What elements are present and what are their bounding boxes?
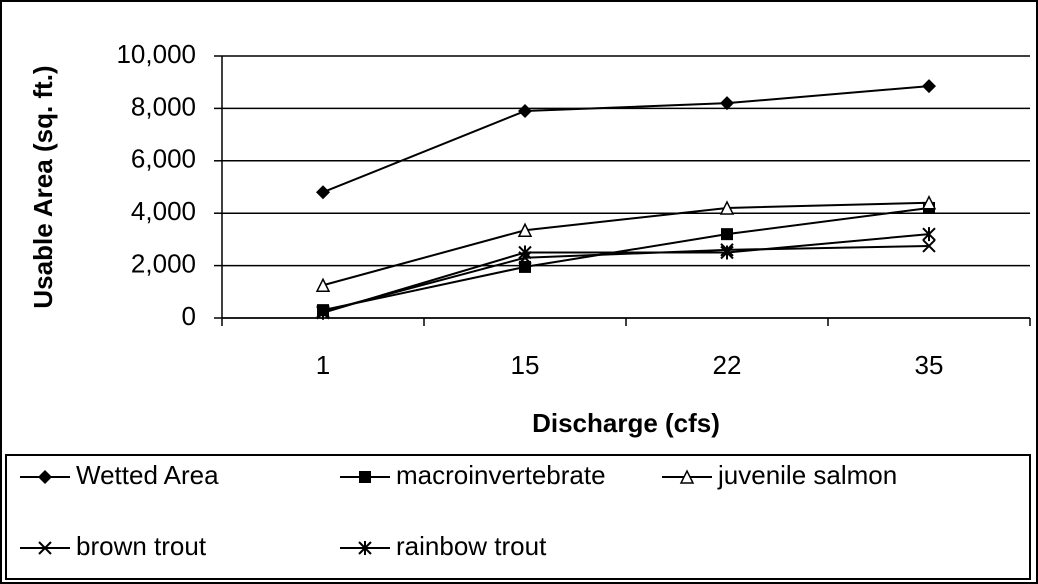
marker bbox=[720, 245, 734, 260]
marker bbox=[517, 222, 533, 237]
series-line bbox=[322, 85, 930, 194]
marker bbox=[316, 305, 330, 320]
marker bbox=[315, 277, 331, 292]
marker bbox=[720, 96, 734, 111]
y-tick-label: 4,000 bbox=[131, 196, 196, 226]
marker bbox=[721, 228, 733, 241]
marker bbox=[316, 185, 330, 200]
marker bbox=[518, 104, 532, 119]
x-tick-label: 35 bbox=[915, 350, 944, 380]
series-line bbox=[322, 244, 930, 313]
series-line bbox=[322, 201, 930, 287]
y-tick-label: 6,000 bbox=[131, 144, 196, 174]
x-tick-label: 22 bbox=[713, 350, 742, 380]
marker bbox=[922, 239, 936, 253]
legend-label: juvenile salmon bbox=[717, 460, 897, 490]
marker bbox=[921, 195, 937, 210]
legend-label: macroinvertebrate bbox=[396, 460, 606, 490]
marker bbox=[38, 541, 52, 555]
marker bbox=[679, 469, 695, 484]
marker bbox=[922, 227, 936, 242]
x-tick-label: 1 bbox=[316, 350, 330, 380]
series-line bbox=[322, 206, 930, 312]
x-axis-title: Discharge (cfs) bbox=[532, 408, 720, 438]
legend-label: brown trout bbox=[76, 531, 207, 561]
y-tick-label: 2,000 bbox=[131, 248, 196, 278]
y-axis-title: Usable Area (sq. ft.) bbox=[28, 65, 58, 308]
legend-label: Wetted Area bbox=[76, 460, 219, 490]
legend-label: rainbow trout bbox=[396, 531, 547, 561]
marker bbox=[518, 245, 532, 260]
marker bbox=[719, 200, 735, 215]
y-tick-label: 0 bbox=[182, 301, 196, 331]
marker bbox=[922, 79, 936, 94]
x-tick-label: 15 bbox=[511, 350, 540, 380]
y-tick-label: 8,000 bbox=[131, 91, 196, 121]
y-tick-label: 10,000 bbox=[116, 39, 196, 69]
marker bbox=[519, 260, 531, 273]
series-line bbox=[322, 233, 930, 314]
marker bbox=[38, 470, 52, 484]
legend-box bbox=[5, 454, 1031, 580]
marker bbox=[359, 471, 371, 483]
marker bbox=[358, 541, 372, 555]
